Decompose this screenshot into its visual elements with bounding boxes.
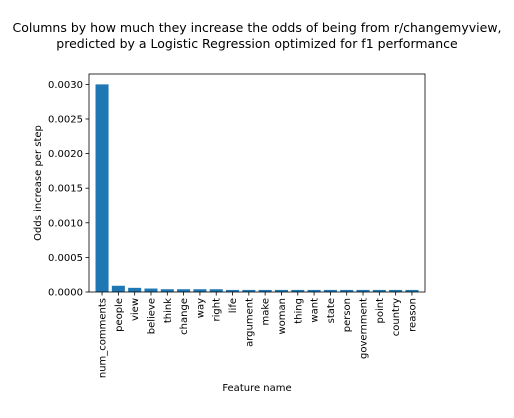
y-tick-label: 0.0025 (48, 114, 83, 125)
bar-think (160, 289, 174, 292)
chart-title-line-1: Columns by how much they increase the od… (12, 20, 501, 35)
x-tick-label: woman (277, 298, 288, 335)
y-tick-label: 0.0020 (48, 149, 83, 160)
x-tick-label: way (195, 298, 206, 318)
bar-argument (242, 289, 256, 292)
x-tick-label: thing (293, 298, 304, 324)
x-tick-label: reason (407, 298, 418, 332)
x-tick-label: point (375, 298, 386, 324)
y-axis-label: Odds increase per step (33, 125, 44, 241)
x-tick-label: want (310, 298, 321, 323)
plot-frame (88, 73, 426, 293)
bar-change (177, 289, 191, 292)
x-tick-label: right (212, 298, 223, 322)
y-tick-label: 0.0000 (48, 288, 83, 299)
x-tick-label: government (359, 298, 370, 359)
x-tick-label: believe (146, 298, 157, 334)
bar-woman (274, 289, 288, 292)
bar-make (258, 289, 272, 292)
x-tick-label: person (342, 298, 353, 332)
bar-thing (291, 289, 305, 292)
x-tick-label: argument (244, 298, 255, 347)
x-tick-label: people (114, 298, 125, 332)
y-tick-label: 0.0015 (48, 184, 83, 195)
bar-government (356, 289, 370, 292)
bar-life (226, 289, 240, 292)
chart-title-line-2: predicted by a Logistic Regression optim… (56, 36, 458, 51)
y-tick-label: 0.0005 (48, 253, 83, 264)
bar-reason (405, 289, 419, 292)
x-tick-label: country (391, 298, 402, 336)
bar-right (209, 289, 223, 292)
bar-country (389, 289, 403, 292)
bar-way (193, 289, 207, 292)
x-tick-label: life (228, 298, 239, 313)
bar-state (323, 289, 337, 292)
x-tick-label: state (326, 298, 337, 323)
bar-people (111, 285, 125, 292)
bar-view (128, 287, 142, 292)
x-tick-label: num_comments (98, 298, 109, 378)
bar-point (372, 289, 386, 292)
bar-believe (144, 288, 158, 292)
x-tick-label: change (179, 298, 190, 335)
bar-person (340, 289, 354, 292)
bar-num_comments (95, 84, 109, 292)
x-tick-label: think (163, 298, 174, 323)
x-tick-label: make (261, 298, 272, 325)
y-tick-label: 0.0010 (48, 218, 83, 229)
y-tick-label: 0.0030 (48, 80, 83, 91)
bar-want (307, 289, 321, 292)
x-axis-label: Feature name (222, 383, 291, 394)
plot-area: num_comments people view believe think change… (48, 73, 426, 378)
x-tick-label: view (130, 298, 141, 321)
